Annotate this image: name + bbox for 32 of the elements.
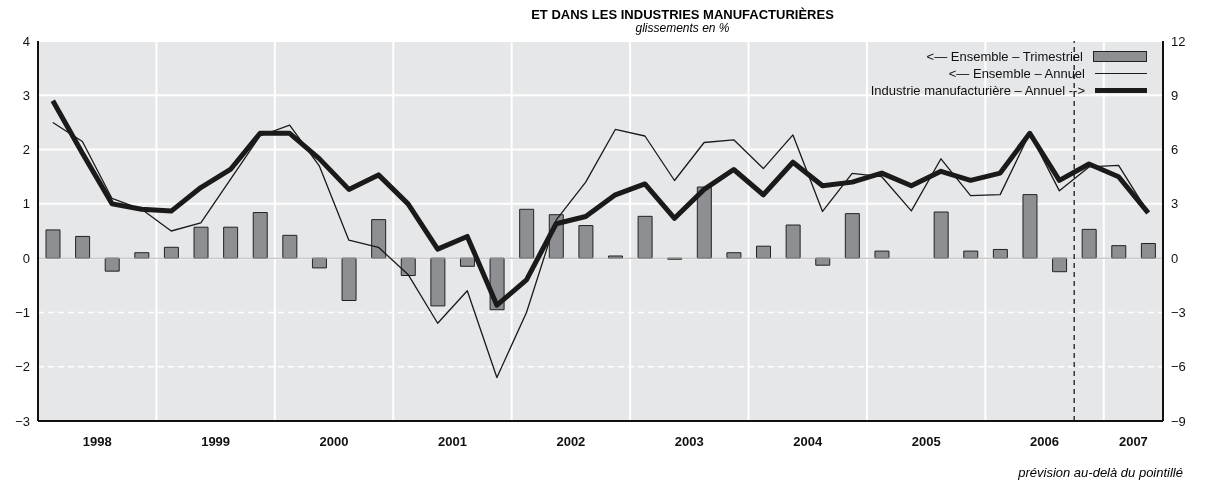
legend-label: <— Ensemble – Annuel xyxy=(948,65,1085,82)
y-tick-label: −3 xyxy=(15,413,30,429)
text: prévision au-delà du pointillé xyxy=(1017,465,1183,480)
x-tick-label: 2007 xyxy=(1118,434,1148,450)
y-tick-label: 4 xyxy=(22,33,30,49)
legend-label: <— Ensemble – Trimestriel xyxy=(926,48,1083,65)
y2-tick-label: −9 xyxy=(1171,413,1186,429)
x-tick-label: 2004 xyxy=(793,434,823,450)
y-tick-label: 1 xyxy=(22,196,30,212)
y2-tick-label: 6 xyxy=(1171,142,1179,158)
y-tick-label: 2 xyxy=(22,142,30,158)
y-tick-label: −1 xyxy=(15,305,30,321)
x-tick-label: 2001 xyxy=(438,434,467,450)
x-tick-label: 2000 xyxy=(319,434,349,450)
y2-tick-label: 9 xyxy=(1171,87,1179,103)
x-tick-label: 2005 xyxy=(911,434,941,450)
x-tick-label: 2006 xyxy=(1030,434,1060,450)
x-tick-label: 2003 xyxy=(674,434,704,450)
legend-label: Industrie manufacturière – Annuel --> xyxy=(870,82,1085,99)
y2-tick-label: −6 xyxy=(1171,359,1186,375)
x-tick-label: 1998 xyxy=(82,434,112,450)
y-tick-label: 0 xyxy=(22,250,30,266)
y2-tick-label: 3 xyxy=(1171,196,1179,212)
x-tick-label: 1999 xyxy=(201,434,231,450)
y2-tick-label: 0 xyxy=(1171,250,1179,266)
chart-title: ET DANS LES INDUSTRIES MANUFACTURIÈRES xyxy=(530,7,835,22)
y2-tick-label: 12 xyxy=(1171,33,1186,49)
y-tick-label: 3 xyxy=(22,87,30,103)
chart-subtitle: glissements en % xyxy=(634,21,731,35)
y-tick-label: −2 xyxy=(15,359,30,375)
x-tick-label: 2002 xyxy=(556,434,586,450)
y2-tick-label: −3 xyxy=(1171,305,1186,321)
